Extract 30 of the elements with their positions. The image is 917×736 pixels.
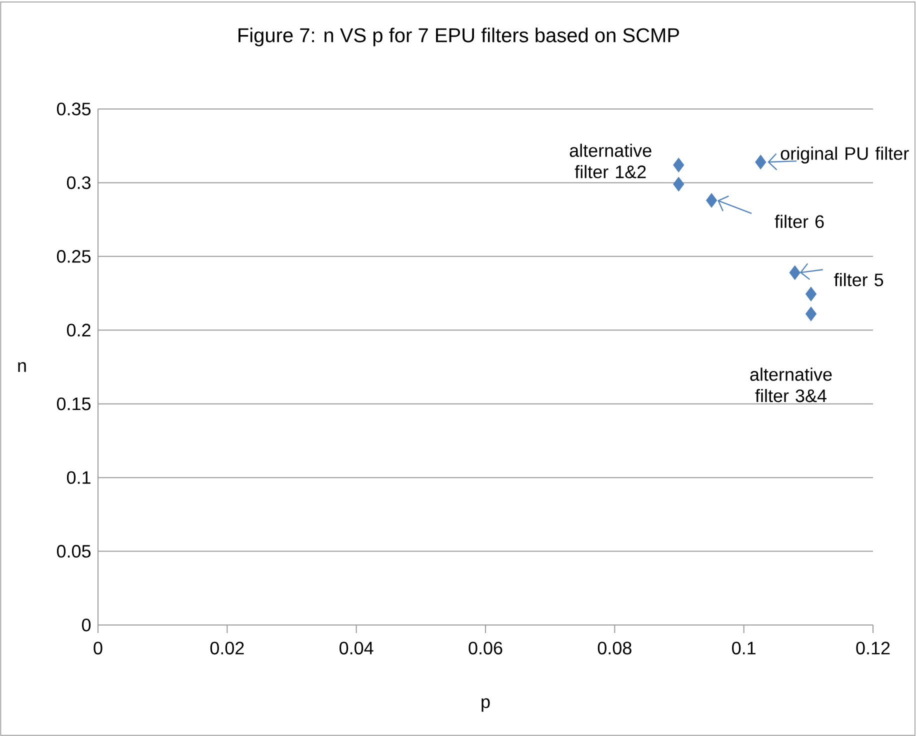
point — [805, 306, 817, 322]
annotation: original PU filter — [780, 146, 909, 164]
point — [673, 176, 684, 192]
annotation: alternative filter 1&2 — [570, 144, 652, 178]
chart-title: Figure 7: n VS p for 7 EPU filters based on SCMP — [238, 28, 679, 46]
annotation: filter 6 — [774, 214, 824, 228]
y-tick-label: 0.25 — [56, 250, 91, 263]
y-tick-label: 0.15 — [56, 397, 91, 410]
y-axis-title: n — [18, 362, 26, 372]
x-tick-label: 0.12 — [856, 642, 890, 654]
y-tick-label: 0.3 — [66, 176, 91, 190]
point — [673, 158, 684, 172]
annotation: alternative filter 3&4 — [750, 368, 832, 402]
y-tick-label: 0 — [82, 618, 91, 632]
y-tick-label: 0.2 — [66, 324, 90, 337]
y-tick-label: 0.1 — [66, 471, 90, 484]
y-tick-label: 0.05 — [56, 544, 91, 558]
point — [805, 286, 817, 302]
x-tick-label: 0.02 — [210, 642, 244, 654]
point — [706, 193, 718, 208]
annotation: filter 5 — [834, 273, 884, 286]
point — [755, 154, 766, 170]
x-tick-label: 0 — [94, 642, 102, 654]
y-tick-label: 0.35 — [56, 102, 91, 116]
x-tick-label: 0.1 — [732, 642, 756, 654]
x-tick-label: 0.04 — [340, 642, 374, 654]
x-axis-title: p — [482, 698, 490, 712]
point — [789, 265, 800, 280]
x-tick-label: 0.08 — [598, 642, 632, 654]
x-tick-label: 0.06 — [468, 642, 502, 654]
